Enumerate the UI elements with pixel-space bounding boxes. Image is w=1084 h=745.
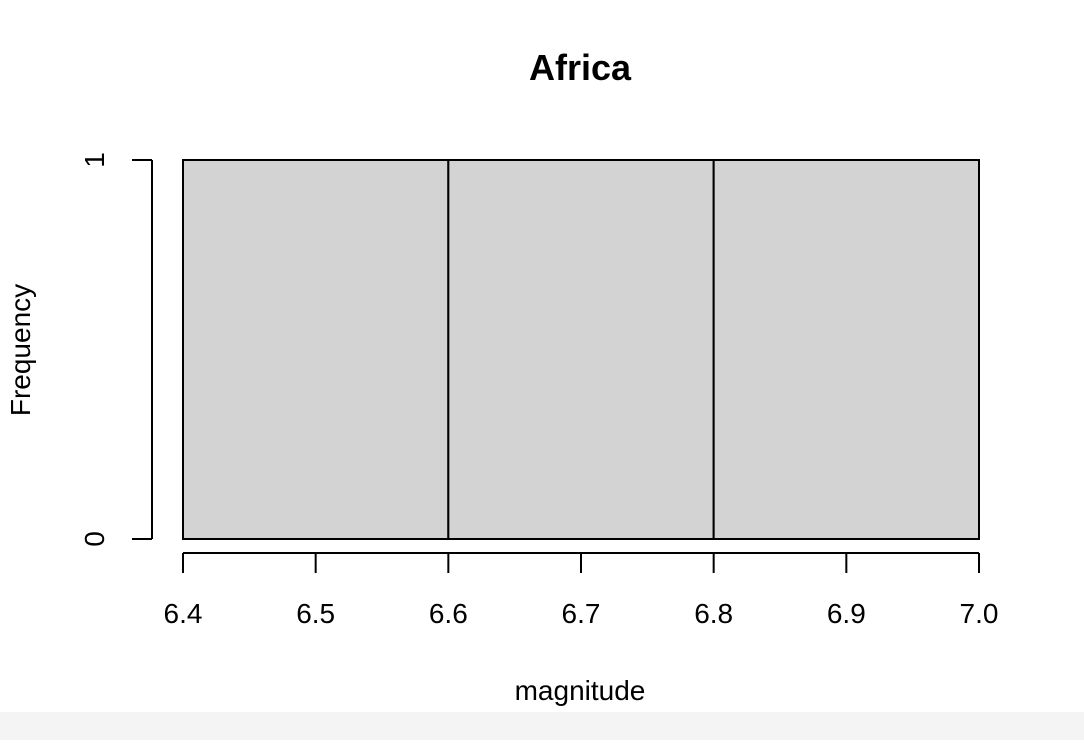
bottom-strip <box>0 712 1084 740</box>
x-tick-label-6: 7.0 <box>960 598 999 629</box>
x-axis: 6.4 6.5 6.6 6.7 6.8 6.9 7.0 <box>164 552 999 629</box>
histogram-bar-2 <box>712 159 981 540</box>
x-tick-label-5: 6.9 <box>827 598 866 629</box>
chart-title: Africa <box>529 47 632 88</box>
x-axis-label: magnitude <box>515 675 646 706</box>
x-tick-label-2: 6.6 <box>429 598 468 629</box>
y-axis-label: Frequency <box>5 284 36 416</box>
x-tick-label-1: 6.5 <box>296 598 335 629</box>
y-tick-label-1: 1 <box>79 152 110 168</box>
histogram-bar-1 <box>447 159 715 540</box>
y-axis: 01 <box>79 152 153 547</box>
y-tick-label-0: 0 <box>79 531 110 547</box>
bars-group <box>182 159 981 540</box>
x-tick-label-3: 6.7 <box>562 598 601 629</box>
x-tick-label-0: 6.4 <box>164 598 203 629</box>
histogram-bar-0 <box>182 159 450 540</box>
x-tick-label-4: 6.8 <box>694 598 733 629</box>
